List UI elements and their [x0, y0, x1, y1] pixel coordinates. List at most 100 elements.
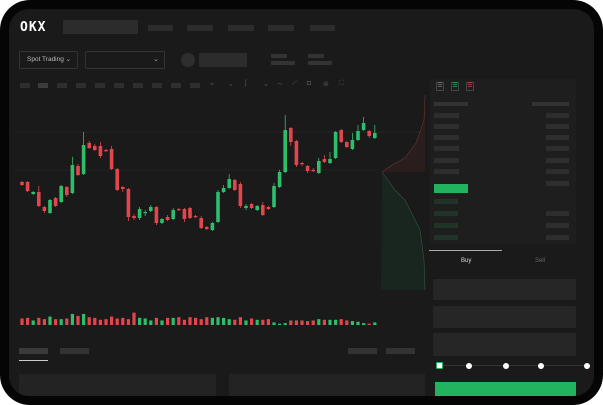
candle [328, 159, 332, 163]
buy-button[interactable] [435, 382, 576, 396]
slider-stop[interactable] [466, 363, 472, 369]
slider-track[interactable] [437, 365, 587, 366]
candle [48, 200, 52, 213]
slider-stop[interactable] [584, 363, 590, 369]
amount-input[interactable] [433, 306, 576, 328]
price-chart[interactable] [9, 9, 594, 396]
volume-bars [20, 312, 377, 325]
chevron-down-icon[interactable]: ⌄ [263, 81, 269, 88]
nav-item[interactable] [268, 25, 294, 31]
candle [109, 149, 114, 169]
bid-amount [546, 223, 569, 228]
orders-panel [19, 374, 216, 396]
candle [59, 186, 63, 202]
volume-bar [205, 317, 209, 325]
ask-amount [546, 158, 569, 163]
tab-buy[interactable]: Buy [461, 258, 472, 264]
candles [20, 115, 377, 231]
candle [205, 227, 209, 229]
slider-stop[interactable] [538, 363, 544, 369]
timeframe-button[interactable] [95, 83, 105, 88]
volume-bar [182, 319, 186, 325]
candle [121, 187, 125, 189]
spot-trading-dropdown[interactable]: Spot Trading ⌄ [19, 51, 78, 69]
slider-handle[interactable] [436, 362, 443, 369]
bid-amount [546, 211, 569, 216]
tab-sell[interactable]: Sell [535, 258, 546, 264]
candle-type-icon[interactable]: ⌁ [210, 81, 215, 88]
tab-order-history[interactable] [60, 348, 89, 354]
timeframe-button[interactable] [171, 83, 181, 88]
stat-label [308, 54, 324, 58]
coin-icon [181, 53, 195, 67]
volume-bar [93, 317, 97, 325]
volume-bar [238, 317, 242, 325]
indicator-icon[interactable]: ʃ [245, 80, 247, 87]
volume-bar [138, 317, 142, 325]
volume-bar [98, 319, 102, 325]
bid-price [434, 223, 458, 228]
candle [361, 123, 366, 130]
timeframe-button[interactable] [133, 83, 143, 88]
timeframe-button[interactable] [76, 83, 86, 88]
assets-panel [229, 374, 425, 396]
timeframe-button[interactable] [152, 83, 162, 88]
nav-item[interactable] [187, 25, 213, 31]
volume-bar [82, 313, 86, 325]
ask-price [434, 113, 459, 118]
chevron-down-icon[interactable]: ⌄ [228, 81, 234, 88]
volume-bar [210, 317, 214, 325]
volume-bar [244, 320, 248, 325]
candle [25, 182, 30, 191]
volume-bar [222, 317, 226, 325]
ruler-icon[interactable]: ⟋ [292, 80, 297, 87]
timeframe-button[interactable] [57, 83, 67, 88]
camera-icon[interactable]: ◘ [307, 80, 312, 87]
volume-bar [31, 320, 35, 325]
volume-bar [188, 317, 192, 325]
ask-price [434, 169, 459, 174]
settings-icon[interactable]: ⊚ [323, 81, 329, 88]
timeframe-button[interactable] [38, 83, 48, 88]
okx-logo[interactable]: OKX [20, 20, 47, 35]
candle [182, 209, 187, 219]
orderbook-sell-icon[interactable]: ☰ [466, 82, 474, 91]
depth-asks-line [381, 94, 426, 173]
timeframe-button[interactable] [20, 83, 30, 88]
volume-bar [76, 315, 80, 325]
candle [345, 142, 349, 147]
ask-amount [546, 146, 569, 151]
volume-bar [199, 319, 203, 325]
nav-item[interactable] [228, 25, 254, 31]
candle [300, 163, 304, 165]
candle [160, 219, 164, 223]
fullscreen-icon[interactable]: ⛶ [339, 80, 344, 87]
candle [199, 218, 203, 228]
timeframe-button[interactable] [190, 83, 200, 88]
tab-open-orders[interactable] [19, 348, 48, 354]
candle [165, 217, 170, 220]
slider-stop[interactable] [503, 363, 509, 369]
orderbook-buy-icon[interactable]: ☰ [451, 82, 459, 91]
nav-item[interactable] [148, 25, 173, 31]
candle [367, 131, 371, 136]
volume-bar [367, 323, 371, 325]
candle [104, 150, 108, 152]
volume-bar [233, 319, 237, 325]
filter-button[interactable] [386, 348, 415, 354]
ask-amount [546, 124, 569, 129]
nav-item[interactable] [310, 25, 335, 31]
search-bar[interactable] [63, 20, 138, 34]
orderbook-both-icon[interactable]: ☰ [436, 82, 444, 91]
total-input[interactable] [433, 333, 576, 356]
line-tool-icon[interactable]: ∼ [277, 81, 283, 88]
candle [98, 146, 103, 156]
volume-bar [143, 318, 147, 325]
price-input[interactable] [433, 279, 576, 300]
pair-select[interactable]: ⌄ [85, 51, 165, 69]
orderbook-header [434, 102, 468, 106]
bid-price [434, 199, 458, 204]
filter-button[interactable] [348, 348, 377, 354]
timeframe-button[interactable] [114, 83, 124, 88]
candle [227, 179, 231, 188]
